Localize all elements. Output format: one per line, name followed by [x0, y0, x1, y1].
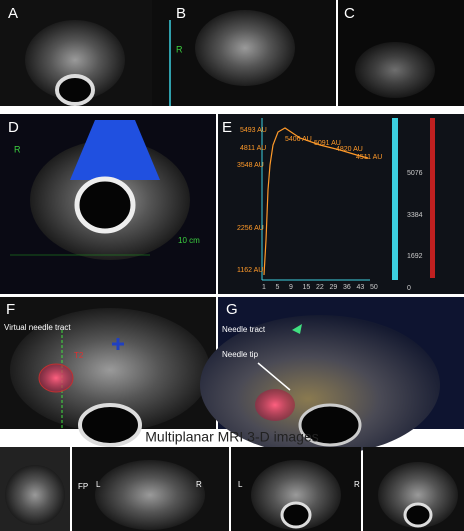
view-label: R [354, 480, 360, 489]
panel-c: C [338, 0, 464, 106]
x-tick: 50 [370, 284, 378, 291]
annotation: Virtual needle tract [4, 323, 71, 332]
x-tick: 36 [343, 284, 351, 291]
orientation-marker: R [14, 144, 21, 154]
curve-label: 3548 AU [237, 162, 264, 169]
panel-b: R B [152, 0, 336, 106]
scale-label: 10 cm [178, 236, 200, 245]
x-tick: 29 [330, 284, 338, 291]
x-tick: 15 [303, 284, 311, 291]
x-tick: 1 [262, 284, 266, 291]
curve-label: 1162 AU [237, 267, 263, 274]
bottom-images: FP L R L R [0, 447, 464, 531]
panel-label: F [6, 301, 15, 318]
panel-label: A [8, 5, 18, 22]
panel-f: Virtual needle tract T2 F [0, 297, 216, 447]
curve-label: 2256 AU [237, 225, 264, 232]
view-label: R [196, 480, 202, 489]
annotation: Needle tract [222, 325, 266, 334]
right-tick: 1692 [407, 253, 423, 260]
view-label: FP [78, 482, 88, 491]
curve-label: 4511 AU [356, 154, 382, 161]
orientation-marker: R [176, 44, 183, 54]
x-ticks: 1 5 9 15 22 29 36 43 50 [262, 284, 378, 291]
panel-label: B [176, 5, 186, 22]
view-label: L [238, 480, 243, 489]
x-tick: 22 [316, 284, 324, 291]
curve-label: 5493 AU [240, 127, 267, 134]
curve-label: 5091 AU [314, 140, 341, 147]
panel-g: Needle tract Needle tip G [200, 297, 464, 455]
right-tick: 3384 [407, 212, 423, 219]
x-tick: 5 [276, 284, 280, 291]
panel-label: D [8, 119, 19, 136]
panel-a: A [0, 0, 152, 106]
curve-label: 5406 AU [285, 136, 312, 143]
panel-label: G [226, 301, 238, 318]
right-tick: 5076 [407, 170, 423, 177]
panel-label: E [222, 119, 232, 136]
x-tick: 9 [289, 284, 293, 291]
x-tick: 43 [357, 284, 365, 291]
right-tick: 0 [407, 285, 411, 292]
panel-e: 5493 AU 5406 AU 4811 AU 5091 AU 4820 AU … [218, 114, 464, 294]
curve-label: 4811 AU [240, 145, 266, 152]
panel-d: R 10 cm D [0, 114, 216, 294]
curve-label: 4820 AU [336, 146, 363, 153]
panel-label: C [344, 5, 355, 22]
view-label: L [96, 480, 101, 489]
annotation: Needle tip [222, 350, 259, 359]
section-title: Multiplanar MRI 3-D images [145, 429, 319, 445]
lesion-label: T2 [74, 351, 84, 360]
